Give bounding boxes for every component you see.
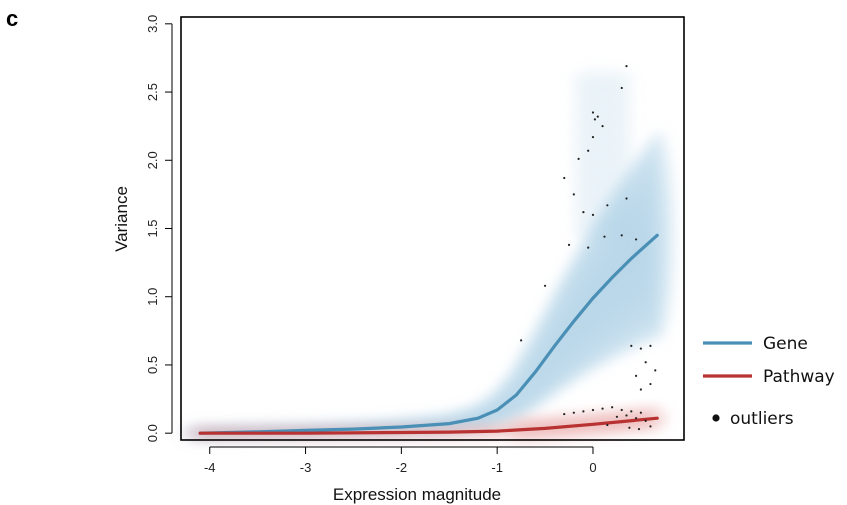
panel-label: c (6, 6, 18, 31)
outlier-point (625, 65, 628, 68)
outlier-point (591, 111, 595, 114)
outlier-point (628, 426, 631, 429)
outlier-point (572, 411, 575, 414)
outlier-point (654, 369, 657, 372)
y-tick-label: 3.0 (145, 15, 160, 33)
outlier-point (630, 344, 633, 347)
gene-series-line (198, 233, 659, 435)
plot-frame (180, 16, 685, 441)
legend: Gene Pathway outliers (703, 334, 835, 429)
gene-density-cloud (179, 69, 677, 441)
outlier-point (591, 135, 595, 139)
outlier-point (520, 339, 523, 342)
x-tick-label: -3 (300, 460, 312, 475)
x-tick-label: -1 (491, 460, 503, 475)
legend-outliers-label: outliers (730, 409, 794, 429)
x-tick-label: -2 (396, 460, 408, 475)
y-tick-label: 1.0 (145, 288, 160, 306)
y-tick-label: 2.0 (145, 151, 160, 169)
outlier-point (637, 427, 641, 431)
outlier-point (649, 425, 652, 428)
y-axis-title: Variance (112, 186, 131, 252)
outlier-point (582, 211, 585, 214)
outlier-point (572, 193, 575, 196)
outlier-point (577, 157, 580, 161)
outlier-point (596, 115, 599, 118)
outlier-point (601, 125, 604, 128)
x-axis-title: Expression magnitude (333, 485, 501, 504)
legend-gene-label: Gene (763, 334, 808, 354)
outlier-point (606, 204, 609, 207)
outlier-point (649, 382, 652, 386)
x-tick-label: 0 (589, 460, 596, 475)
outlier-point (639, 347, 642, 350)
gene-density-blob (644, 130, 677, 340)
outlier-point (634, 374, 638, 377)
outlier-point (639, 411, 642, 414)
y-axis: 0.0 0.5 1.0 1.5 2.0 2.5 3.0 (145, 15, 173, 442)
outlier-points (520, 65, 657, 431)
outlier-point (593, 118, 596, 121)
y-tick-label: 0.5 (145, 356, 160, 374)
pathway-series-line (198, 416, 659, 435)
x-axis: -4 -3 -2 -1 0 (204, 446, 597, 475)
outlier-point (630, 410, 633, 413)
outlier-point (644, 419, 647, 422)
outlier-point (644, 361, 647, 364)
legend-pathway-label: Pathway (763, 367, 835, 387)
outlier-point (601, 407, 604, 410)
outlier-point (563, 176, 566, 180)
outlier-point (620, 408, 623, 412)
outlier-point (587, 246, 590, 249)
outlier-point (620, 86, 623, 90)
outlier-point (634, 238, 638, 241)
outlier-point (649, 344, 652, 347)
y-tick-label: 2.5 (145, 83, 160, 101)
outlier-point (603, 235, 606, 238)
outlier-point (587, 149, 590, 152)
outlier-point (591, 213, 595, 216)
gene-density-blob (570, 69, 635, 94)
outlier-point (615, 415, 619, 418)
legend-outliers-swatch (712, 414, 720, 422)
outlier-point (606, 423, 609, 427)
outlier-point (563, 412, 566, 416)
y-tick-label: 0.0 (145, 424, 160, 442)
outlier-point (611, 406, 614, 409)
outlier-point (634, 417, 638, 420)
outlier-point (625, 414, 628, 417)
outlier-point (591, 408, 595, 412)
outlier-point (639, 388, 642, 391)
outlier-point (567, 243, 571, 246)
outlier-point (620, 234, 623, 237)
outlier-point (543, 284, 547, 287)
x-tick-label: -4 (204, 460, 216, 475)
outlier-point (582, 410, 585, 413)
outlier-point (625, 197, 628, 200)
y-tick-label: 1.5 (145, 219, 160, 237)
